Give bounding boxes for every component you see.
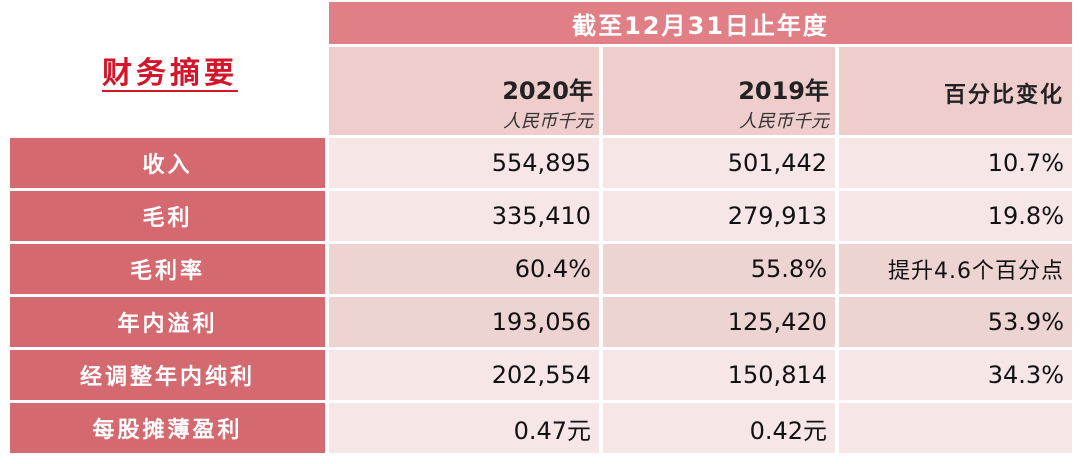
column-header-change: 百分比变化 xyxy=(839,47,1072,135)
table-cell-2019: 125,420 xyxy=(603,297,835,347)
title-block: 财务摘要 xyxy=(20,48,320,92)
table-cell-2019: 0.42元 xyxy=(603,403,835,453)
table-cell-change: 10.7% xyxy=(839,138,1072,188)
table-cell-2019: 150,814 xyxy=(603,350,835,400)
table-cell-2019: 501,442 xyxy=(603,138,835,188)
table-cell-2019: 55.8% xyxy=(603,244,835,294)
row-label: 经调整年内纯利 xyxy=(10,350,325,400)
table-cell-2020: 554,895 xyxy=(329,138,599,188)
table-cell-change: 提升4.6个百分点 xyxy=(839,244,1072,294)
row-label: 毛利 xyxy=(10,191,325,241)
table-cell-change: 34.3% xyxy=(839,350,1072,400)
table-cell-2020: 335,410 xyxy=(329,191,599,241)
page-title: 财务摘要 xyxy=(102,56,238,91)
row-label: 每股摊薄盈利 xyxy=(10,403,325,453)
period-header: 截至12月31日止年度 xyxy=(329,2,1072,44)
table-cell-2020: 60.4% xyxy=(329,244,599,294)
column-year-2020: 2020年 xyxy=(502,77,593,105)
table-cell-change: 19.8% xyxy=(839,191,1072,241)
column-header-2019: 2019年 人民币千元 xyxy=(603,47,835,135)
row-label: 收入 xyxy=(10,138,325,188)
row-label: 毛利率 xyxy=(10,244,325,294)
row-label: 年内溢利 xyxy=(10,297,325,347)
table-cell-2019: 279,913 xyxy=(603,191,835,241)
table-cell-2020: 193,056 xyxy=(329,297,599,347)
table-cell-2020: 0.47元 xyxy=(329,403,599,453)
column-change-label: 百分比变化 xyxy=(943,83,1064,108)
table-cell-2020: 202,554 xyxy=(329,350,599,400)
column-unit-2019: 人民币千元 xyxy=(739,111,829,132)
column-header-2020: 2020年 人民币千元 xyxy=(329,47,599,135)
table-cell-change: 53.9% xyxy=(839,297,1072,347)
table-cell-change xyxy=(839,403,1072,453)
column-unit-2020: 人民币千元 xyxy=(503,111,593,132)
column-year-2019: 2019年 xyxy=(738,77,829,105)
